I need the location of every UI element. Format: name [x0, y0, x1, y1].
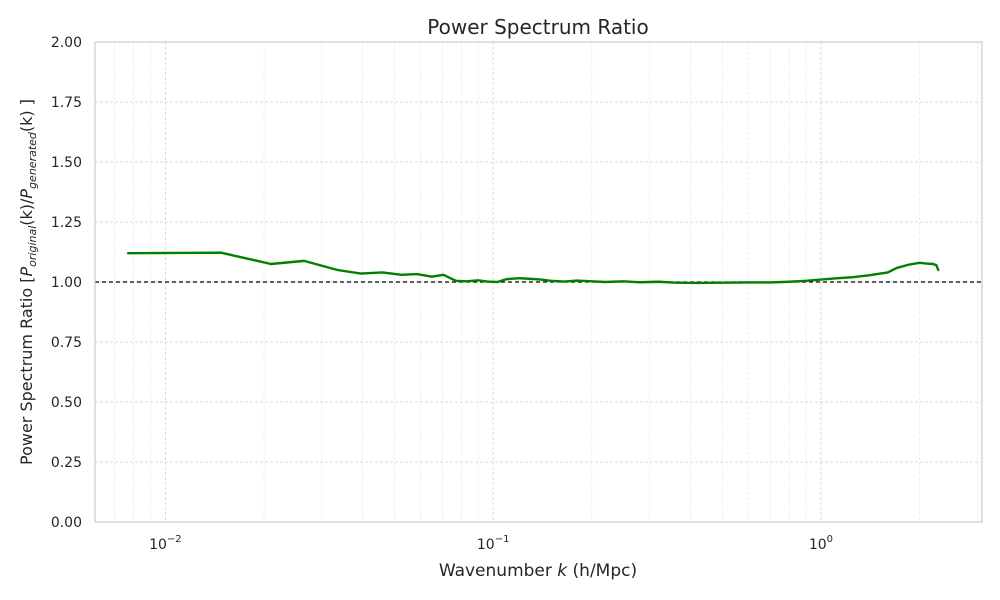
- y-tick-label: 1.75: [51, 95, 82, 111]
- plot-frame: [94, 41, 983, 523]
- x-tick-label: 10−2: [149, 534, 182, 553]
- y-tick-label: 2.00: [51, 35, 82, 51]
- y-tick-label: 1.00: [51, 275, 82, 291]
- y-axis-label: Power Spectrum Ratio [Poriginal(k)/Pgene…: [17, 99, 39, 465]
- chart-title: Power Spectrum Ratio: [427, 15, 648, 39]
- y-tick-label: 1.25: [51, 215, 82, 231]
- y-tick-labels: 0.00 0.25 0.50 0.75 1.00 1.25 1.50 1.75 2.00: [51, 35, 82, 531]
- series-group: [126, 251, 940, 285]
- x-tick-label: 100: [809, 534, 833, 553]
- y-tick-label: 1.50: [51, 155, 82, 171]
- x-axis-label: Wavenumber k (h/Mpc): [439, 561, 637, 581]
- y-tick-label: 0.25: [51, 455, 82, 471]
- y-tick-label: 0.75: [51, 335, 82, 351]
- ratio-series-line: [126, 251, 940, 285]
- x-tick-labels: 10−2 10−1 100: [149, 534, 833, 553]
- x-tick-label: 10−1: [477, 534, 510, 553]
- y-tick-label: 0.00: [51, 515, 82, 531]
- y-tick-label: 0.50: [51, 395, 82, 411]
